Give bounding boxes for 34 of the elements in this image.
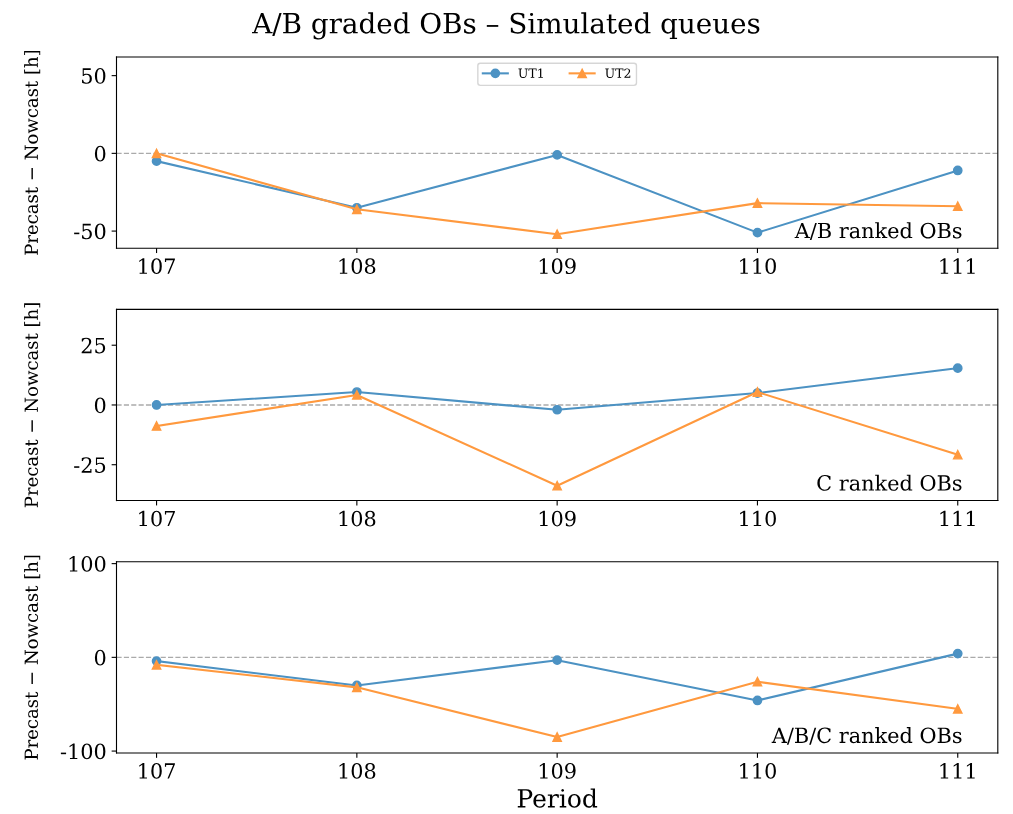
x-tick-label: 109 (539, 763, 576, 779)
x-tick-label: 111 (940, 258, 975, 274)
x-tick-label: 110 (740, 258, 776, 275)
y-tick-label: -50 (74, 223, 106, 240)
x-tick-label: 111 (940, 763, 975, 779)
y-tick-label: 25 (81, 337, 106, 354)
y-tick-label: 100 (69, 556, 106, 572)
x-tick-label: 109 (539, 510, 576, 527)
x-tick-label: 107 (139, 258, 175, 275)
y-tick-label: -100 (60, 743, 106, 760)
y-axis-title: Precast − Nowcast [h] (24, 50, 41, 255)
annotation: A/B ranked OBs (794, 222, 962, 241)
y-axis-title: Precast − Nowcast [h] (24, 303, 41, 508)
legend-label: UT2 (605, 68, 631, 78)
y-tick-label: 0 (94, 145, 106, 162)
x-tick-label: 110 (740, 763, 776, 779)
x-tick-label: 107 (139, 763, 175, 779)
y-tick-label: -25 (74, 457, 106, 473)
x-tick-label: 111 (940, 510, 975, 527)
legend-label: UT1 (518, 68, 543, 78)
x-axis-title: Period (517, 788, 598, 808)
y-axis-title: Precast − Nowcast [h] (24, 555, 41, 760)
x-tick-label: 107 (139, 510, 175, 527)
x-tick-label: 108 (339, 258, 376, 275)
y-tick-label: 0 (94, 649, 106, 666)
y-tick-label: 50 (82, 68, 106, 84)
chart-title: A/B graded OBs – Simulated queues (252, 12, 760, 40)
annotation: C ranked OBs (817, 474, 962, 491)
x-tick-label: 109 (539, 258, 576, 275)
annotation: A/B/C ranked OBs (771, 727, 962, 745)
y-tick-label: 0 (94, 397, 106, 414)
x-tick-label: 108 (339, 510, 376, 527)
x-tick-label: 110 (740, 510, 776, 527)
x-tick-label: 108 (339, 763, 376, 779)
